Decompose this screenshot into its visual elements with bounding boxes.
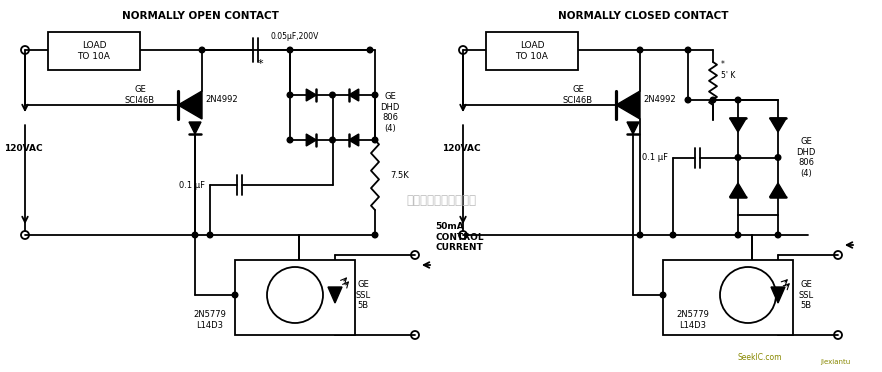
Circle shape bbox=[207, 232, 213, 238]
Circle shape bbox=[775, 232, 781, 238]
Circle shape bbox=[267, 267, 323, 323]
Text: LOAD
TO 10A: LOAD TO 10A bbox=[516, 41, 549, 61]
Circle shape bbox=[720, 267, 776, 323]
Text: NORMALLY CLOSED CONTACT: NORMALLY CLOSED CONTACT bbox=[557, 11, 729, 21]
Polygon shape bbox=[189, 122, 201, 134]
Circle shape bbox=[710, 97, 716, 103]
Circle shape bbox=[372, 92, 377, 98]
Text: GE
DHD
806
(4): GE DHD 806 (4) bbox=[380, 92, 400, 132]
Bar bbox=[235, 260, 355, 335]
Text: 7.5K: 7.5K bbox=[390, 170, 408, 180]
Bar bbox=[486, 32, 578, 70]
Polygon shape bbox=[178, 91, 202, 119]
Polygon shape bbox=[771, 287, 785, 303]
Bar bbox=[663, 260, 793, 335]
Text: 120VAC: 120VAC bbox=[4, 144, 42, 153]
Text: SeekIC.com: SeekIC.com bbox=[737, 353, 782, 362]
Bar bbox=[48, 32, 140, 70]
Circle shape bbox=[670, 232, 676, 238]
Circle shape bbox=[192, 232, 198, 238]
Circle shape bbox=[685, 47, 691, 53]
Circle shape bbox=[372, 232, 377, 238]
Text: 2N5779
L14D3: 2N5779 L14D3 bbox=[676, 310, 709, 330]
Text: 2N4992: 2N4992 bbox=[643, 94, 676, 103]
Polygon shape bbox=[616, 91, 640, 119]
Text: 2N5779
L14D3: 2N5779 L14D3 bbox=[193, 310, 227, 330]
Text: 0.1 μF: 0.1 μF bbox=[642, 153, 668, 162]
Text: 杭州精睹科技有限公司: 杭州精睹科技有限公司 bbox=[406, 193, 476, 206]
Circle shape bbox=[736, 232, 741, 238]
Circle shape bbox=[372, 137, 377, 143]
Text: GE
SSL
5B: GE SSL 5B bbox=[355, 280, 370, 310]
Circle shape bbox=[637, 47, 643, 53]
Circle shape bbox=[199, 47, 205, 53]
Text: 0.1 μF: 0.1 μF bbox=[179, 180, 205, 189]
Polygon shape bbox=[306, 134, 317, 146]
Circle shape bbox=[736, 155, 741, 160]
Text: 0.05μF,200V: 0.05μF,200V bbox=[271, 32, 319, 41]
Polygon shape bbox=[328, 287, 342, 303]
Text: GE
SCI46B: GE SCI46B bbox=[563, 85, 593, 105]
Text: *
5' K: * 5' K bbox=[721, 60, 736, 80]
Text: GE
DHD
806
(4): GE DHD 806 (4) bbox=[796, 137, 816, 177]
Text: GE
SCI46B: GE SCI46B bbox=[125, 85, 155, 105]
Polygon shape bbox=[770, 183, 787, 197]
Text: *: * bbox=[258, 59, 263, 69]
Circle shape bbox=[232, 292, 238, 298]
Text: GE
SSL
5B: GE SSL 5B bbox=[798, 280, 813, 310]
Polygon shape bbox=[348, 89, 359, 101]
Text: 120VAC: 120VAC bbox=[442, 144, 481, 153]
Text: 2N4992: 2N4992 bbox=[205, 94, 237, 103]
Circle shape bbox=[330, 137, 335, 143]
Text: 50mA
CONTROL
CURRENT: 50mA CONTROL CURRENT bbox=[435, 222, 483, 252]
Circle shape bbox=[637, 232, 643, 238]
Circle shape bbox=[288, 137, 293, 143]
Circle shape bbox=[288, 47, 293, 53]
Circle shape bbox=[736, 97, 741, 103]
Text: jiexiantu: jiexiantu bbox=[820, 359, 850, 365]
Circle shape bbox=[661, 292, 666, 298]
Circle shape bbox=[685, 97, 691, 103]
Polygon shape bbox=[729, 183, 746, 197]
Polygon shape bbox=[306, 89, 317, 101]
Circle shape bbox=[288, 92, 293, 98]
Text: LOAD
TO 10A: LOAD TO 10A bbox=[78, 41, 110, 61]
Circle shape bbox=[367, 47, 373, 53]
Text: NORMALLY OPEN CONTACT: NORMALLY OPEN CONTACT bbox=[122, 11, 279, 21]
Circle shape bbox=[330, 92, 335, 98]
Polygon shape bbox=[770, 118, 787, 132]
Polygon shape bbox=[729, 118, 746, 132]
Polygon shape bbox=[348, 134, 359, 146]
Circle shape bbox=[775, 155, 781, 160]
Polygon shape bbox=[627, 122, 639, 134]
